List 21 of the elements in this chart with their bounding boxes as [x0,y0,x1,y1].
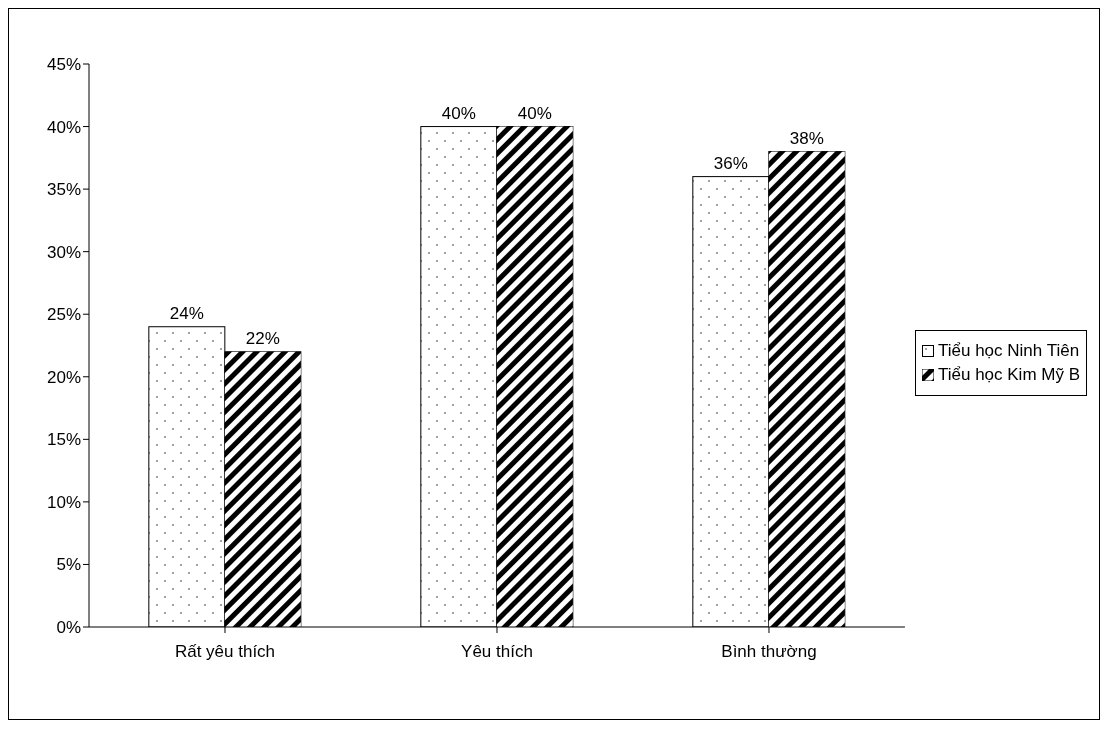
data-label: 40% [517,103,552,123]
y-tick-label: 40% [46,117,81,137]
y-tick-label: 5% [56,555,81,575]
data-label: 38% [789,128,824,148]
data-label: 36% [713,153,748,173]
y-tick-label: 0% [56,618,81,638]
legend-label: Tiểu học Ninh Tiên [937,341,1080,361]
data-label: 22% [245,328,280,348]
legend-label: Tiểu học Kim Mỹ B [937,365,1080,385]
x-tick-label: Yêu thích [461,642,533,662]
x-tick-label: Bình thường [721,642,817,662]
data-label: 24% [169,303,204,323]
y-tick-label: 45% [46,55,81,75]
y-tick-label: 20% [46,367,81,387]
data-label: 40% [441,103,476,123]
y-tick-label: 15% [46,430,81,450]
y-tick-label: 10% [46,492,81,512]
y-tick-label: 25% [46,305,81,325]
x-tick-label: Rất yêu thích [174,642,276,662]
y-tick-label: 35% [46,180,81,200]
y-tick-label: 30% [46,242,81,262]
